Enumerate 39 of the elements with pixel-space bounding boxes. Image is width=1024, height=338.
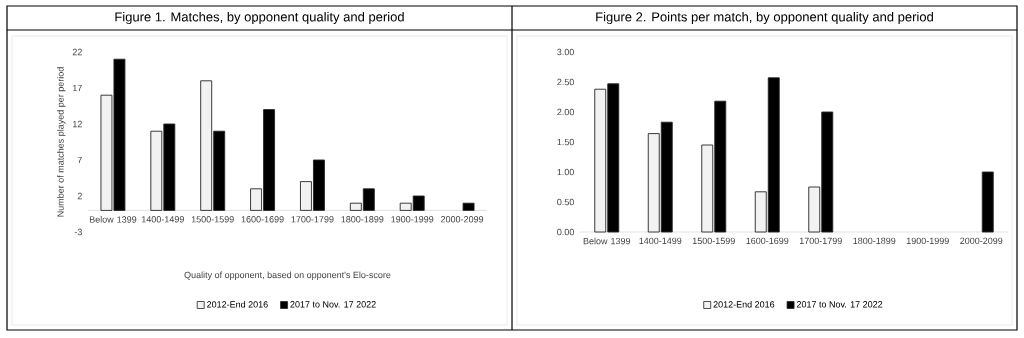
x-tick-label: 1900-1999: [391, 216, 434, 223]
y-tick-label: 2.50: [557, 78, 574, 86]
legend-label: 2017 to Nov. 17 2022: [290, 301, 376, 308]
bar: [462, 202, 475, 211]
legend-label: 2017 to Nov. 17 2022: [796, 301, 883, 308]
x-tick-label: Below 1399: [583, 237, 631, 245]
x-tick-label: 1600-1699: [746, 237, 789, 245]
legend-label: 2012-End 2016: [207, 301, 268, 308]
x-tick-label: Below 1399: [89, 216, 137, 223]
x-tick-label: 1900-1999: [906, 237, 949, 245]
x-tick-label: 1700-1799: [291, 216, 334, 223]
y-tick-label: 1.50: [557, 138, 574, 146]
x-tick-label: 1700-1799: [799, 237, 842, 245]
x-tick-label: 2000-2099: [960, 237, 1003, 245]
chart-title: Figure 1. Matches, by opponent quality and period: [115, 11, 404, 25]
y-tick-label: 7: [77, 156, 82, 164]
x-tick-label: 1400-1499: [639, 237, 682, 245]
y-tick-label: 2: [77, 192, 82, 200]
legend-label: 2012-End 2016: [713, 301, 775, 308]
y-tick-label: 3.00: [557, 48, 574, 56]
x-tick-label: 1500-1599: [692, 237, 735, 245]
y-tick-label: 0.00: [557, 228, 574, 236]
x-tick-label: 2000-2099: [441, 216, 484, 223]
x-tick-label: 1800-1899: [341, 216, 384, 223]
y-tick-label: 1.00: [557, 168, 574, 176]
y-tick-label: 0.50: [557, 198, 574, 206]
bar: [981, 171, 994, 233]
x-tick-label: 1400-1499: [141, 216, 184, 223]
x-tick-label: 1800-1899: [853, 237, 896, 245]
chart-title: Figure 2. Points per match, by opponent quality and period: [596, 11, 933, 25]
y-tick-label: 17: [73, 84, 82, 92]
y-tick-label: 22: [72, 48, 82, 56]
x-tick-label: 1500-1599: [191, 216, 234, 223]
y-tick-label: 12: [73, 120, 82, 128]
y-tick-label: -3: [74, 228, 82, 236]
x-axis-title: Quality of opponent, based on opponent's Elo-score: [184, 271, 391, 280]
y-tick-label: 2.00: [557, 108, 574, 116]
y-axis-title: Number of matches played per period: [57, 67, 66, 217]
x-tick-label: 1600-1699: [241, 216, 284, 223]
